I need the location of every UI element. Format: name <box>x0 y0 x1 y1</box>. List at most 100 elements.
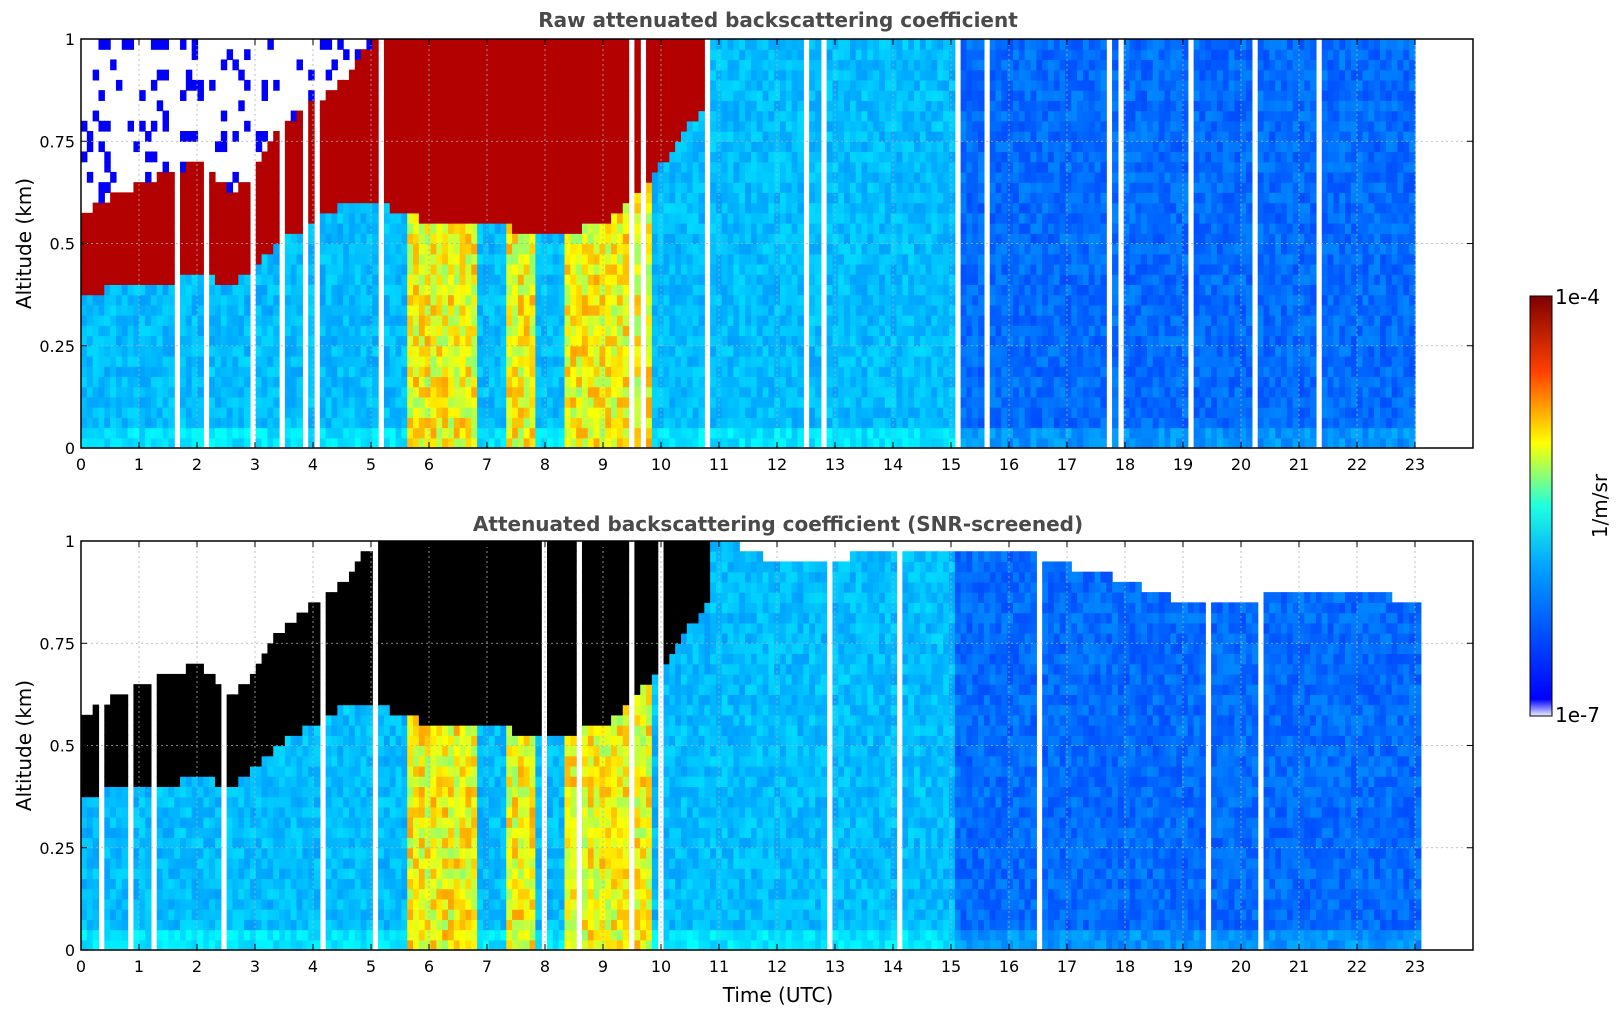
heatmap-cell <box>209 366 216 378</box>
heatmap-cell <box>360 335 368 347</box>
heatmap-cell <box>867 182 874 193</box>
heatmap-cell <box>284 192 292 204</box>
heatmap-cell <box>855 151 863 163</box>
heatmap-cell <box>319 243 327 255</box>
heatmap-cell <box>879 141 886 153</box>
heatmap-cell <box>861 396 869 408</box>
heatmap-cell <box>919 355 927 367</box>
heatmap-cell <box>535 233 542 245</box>
heatmap-cell <box>506 79 513 91</box>
heatmap-cell <box>343 182 350 193</box>
heatmap-cell <box>482 79 490 91</box>
heatmap-cell <box>319 39 327 50</box>
heatmap-cell <box>844 355 851 367</box>
heatmap-cell <box>564 315 571 326</box>
heatmap-cell <box>605 294 612 306</box>
heatmap-cell <box>523 69 531 81</box>
heatmap-cell <box>925 141 933 153</box>
heatmap-cell <box>180 192 187 204</box>
heatmap-cell <box>389 120 397 132</box>
heatmap-cell <box>308 223 315 234</box>
heatmap-cell <box>319 161 327 173</box>
heatmap-cell <box>459 417 467 429</box>
heatmap-cell <box>413 355 420 367</box>
heatmap-cell <box>535 427 542 439</box>
heatmap-cell <box>459 355 467 367</box>
heatmap-cell <box>902 304 909 316</box>
heatmap-cell <box>593 274 601 285</box>
heatmap-cell <box>663 202 670 214</box>
heatmap-cell <box>360 131 368 142</box>
heatmap-cell <box>721 284 729 296</box>
heatmap-cell <box>104 304 111 316</box>
heatmap-cell <box>517 233 525 245</box>
heatmap-cell <box>686 223 694 234</box>
heatmap-cell <box>488 345 496 357</box>
heatmap-cell <box>593 161 601 173</box>
heatmap-cell <box>762 39 769 50</box>
heatmap-cell <box>733 417 740 429</box>
heatmap-cell <box>902 120 909 132</box>
heatmap-cell <box>791 49 799 61</box>
heatmap-cell <box>581 151 589 163</box>
heatmap-cell <box>273 182 280 193</box>
heatmap-cell <box>98 335 105 347</box>
heatmap-cell <box>733 212 740 224</box>
heatmap-cell <box>791 437 799 449</box>
heatmap-cell <box>506 355 513 367</box>
heatmap-cell <box>791 263 799 275</box>
heatmap-cell <box>308 253 315 265</box>
heatmap-cell <box>558 243 566 255</box>
heatmap-cell <box>785 335 793 347</box>
heatmap-cell <box>372 202 379 214</box>
heatmap-cell <box>570 233 577 245</box>
heatmap-cell <box>500 396 507 408</box>
heatmap-cell <box>587 294 595 306</box>
heatmap-cell <box>104 274 111 285</box>
heatmap-cell <box>354 407 362 418</box>
heatmap-cell <box>453 263 461 275</box>
heatmap-cell <box>139 263 146 275</box>
heatmap-cell <box>436 315 443 326</box>
heatmap-cell <box>110 212 117 224</box>
heatmap-cell <box>681 284 688 296</box>
heatmap-cell <box>774 49 781 61</box>
heatmap-cell <box>482 366 490 378</box>
heatmap-cell <box>81 294 88 306</box>
heatmap-cell <box>284 335 292 347</box>
heatmap-cell <box>739 243 746 255</box>
heatmap-cell <box>611 212 618 224</box>
heatmap-cell <box>756 192 764 204</box>
heatmap-cell <box>308 90 315 101</box>
heatmap-cell <box>756 243 764 255</box>
heatmap-cell <box>849 182 857 193</box>
heatmap-cell <box>98 294 105 306</box>
heatmap-cell <box>308 141 315 153</box>
heatmap-cell <box>197 294 204 306</box>
heatmap-cell <box>162 366 169 378</box>
heatmap-cell <box>838 110 845 122</box>
heatmap-cell <box>232 263 239 275</box>
heatmap-cell <box>325 69 333 81</box>
heatmap-cell <box>214 274 222 285</box>
heatmap-cell <box>360 355 368 367</box>
heatmap-cell <box>634 171 641 183</box>
heatmap-cell <box>919 437 927 449</box>
heatmap-cell <box>139 304 146 316</box>
heatmap-cell <box>471 49 478 61</box>
heatmap-cell <box>424 161 432 173</box>
heatmap-cell <box>529 366 536 378</box>
heatmap-cell <box>121 294 129 306</box>
heatmap-cell <box>919 253 927 265</box>
heatmap-cell <box>325 274 333 285</box>
heatmap-cell <box>372 407 379 418</box>
heatmap-cell <box>244 335 251 347</box>
heatmap-cell <box>447 263 455 275</box>
heatmap-cell <box>488 69 496 81</box>
heatmap-cell <box>587 417 595 429</box>
heatmap-cell <box>360 407 368 418</box>
heatmap-cell <box>919 407 927 418</box>
heatmap-cell <box>343 212 350 224</box>
heatmap-cell <box>867 263 874 275</box>
heatmap-cell <box>284 315 292 326</box>
